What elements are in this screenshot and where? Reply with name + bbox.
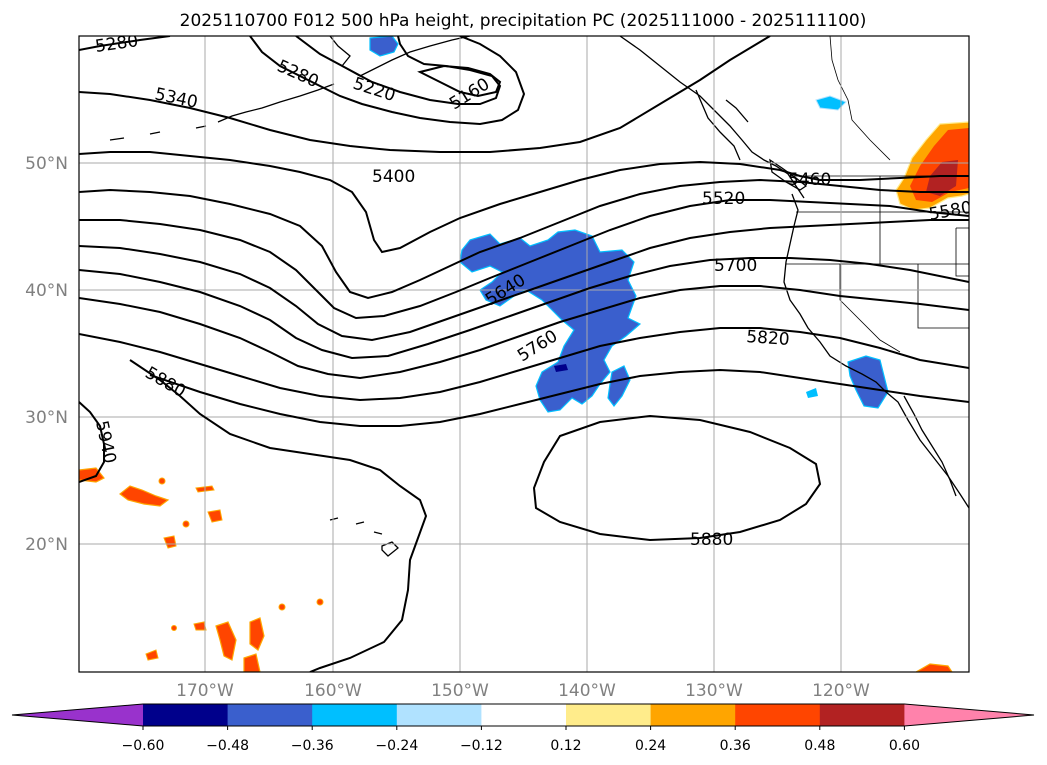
latitude-labels: 50°N 40°N 30°N 20°N: [25, 154, 68, 555]
contour-label: 5700: [714, 256, 757, 276]
colorbar-segment: [481, 704, 567, 726]
colorbar-tick-label: −0.24: [375, 738, 418, 754]
colorbar-tick-label: 0.36: [720, 738, 751, 754]
precip-positive-rockies-max: [926, 160, 958, 196]
precip-positive-blob-8: [193, 621, 207, 631]
contour-5580: [79, 219, 969, 342]
precip-negative-blob-south: [607, 365, 631, 407]
colorbar-segment: [566, 704, 652, 726]
contour-5520: [79, 199, 969, 320]
precipitation-shading: [79, 36, 969, 672]
precip-positive-blob-6: [249, 617, 265, 651]
map-panel: 5280 5280 5220 5160 5340 5400 5460 5520 …: [78, 31, 970, 673]
precip-positive-dot-2: [182, 520, 190, 528]
precip-positive-dot-1: [158, 477, 166, 485]
contour-label: 5820: [746, 327, 791, 350]
colorbar-segment: [312, 704, 398, 726]
colorbar-tick-label: −0.60: [122, 738, 165, 754]
precip-positive-blob-1: [119, 485, 170, 507]
precip-positive-blob-7: [243, 653, 261, 672]
coastline-alaska: [329, 36, 471, 77]
precip-positive-dot-4: [316, 598, 324, 606]
colorbar: −0.60 −0.48 −0.36 −0.24 −0.12 0.12 0.24 0.36 0.4…: [11, 703, 1035, 754]
coastline-vancouver-island: [769, 158, 808, 191]
colorbar-segment: [396, 704, 482, 726]
precip-positive-dot-5: [171, 625, 177, 631]
precip-positive-southeast-edge: [914, 663, 953, 672]
contour-5760: [79, 327, 969, 402]
colorbar-tick-label: 0.60: [889, 738, 920, 754]
contour-label: 5460: [788, 170, 831, 190]
contour-5400: [79, 151, 969, 254]
contour-label: 5280: [94, 31, 140, 57]
contour-5280-west: [79, 36, 171, 51]
precip-positive-dot-3: [278, 603, 286, 611]
colorbar-segment: [735, 704, 821, 726]
contour-5640: [79, 257, 969, 360]
contour-5340: [79, 36, 771, 153]
lon-label-150w: 150°W: [431, 681, 489, 701]
coastline-hawaii: [329, 517, 399, 557]
precip-negative-dark-spot: [554, 364, 568, 372]
map-background: [79, 36, 969, 672]
contour-5280-east: [249, 36, 526, 126]
border-alaska-canada: [829, 36, 891, 161]
precip-positive-blob-5: [215, 621, 237, 661]
precip-positive-blob-4: [163, 535, 177, 549]
lon-label-140w: 140°W: [558, 681, 616, 701]
colorbar-tick-label: −0.48: [206, 738, 249, 754]
contour-5940: [79, 401, 105, 483]
colorbar-segment: [650, 704, 736, 726]
lon-label-170w: 170°W: [176, 681, 234, 701]
contour-label: 5400: [372, 167, 415, 187]
coastline-baja: [903, 395, 957, 497]
precip-negative-bc: [815, 95, 847, 111]
colorbar-tick-label: −0.36: [291, 738, 334, 754]
contour-5220: [295, 36, 502, 105]
lat-label-30n: 30°N: [25, 408, 68, 428]
contour-5820: [149, 368, 969, 427]
colorbar-tick-label: 0.48: [804, 738, 835, 754]
lon-label-120w: 120°W: [812, 681, 870, 701]
colorbar-segment: [143, 704, 229, 726]
precip-negative-california: [847, 355, 889, 409]
contour-5160: [417, 64, 502, 98]
colorbar-segment: [227, 704, 313, 726]
precip-positive-blob-9: [145, 649, 159, 661]
lat-label-20n: 20°N: [25, 535, 68, 555]
precip-negative-blob-central: [459, 229, 642, 413]
colorbar-extend-min: [12, 704, 143, 726]
contour-5880-west: [129, 359, 428, 672]
map-frame: [78, 35, 970, 673]
gridlines: [79, 36, 969, 672]
colorbar-segment: [819, 704, 905, 726]
coastline-aleutians: [109, 83, 335, 141]
colorbar-tick-label: 0.12: [550, 738, 581, 754]
figure-title: 2025110700 F012 500 hPa height, precipit…: [180, 11, 867, 31]
contour-label: 5880: [690, 530, 733, 550]
contour-5880-east: [532, 414, 822, 542]
lat-label-50n: 50°N: [25, 154, 68, 174]
lat-label-40n: 40°N: [25, 281, 68, 301]
coastline-west-us: [783, 193, 969, 509]
precip-negative-alaska: [369, 36, 399, 57]
lon-label-160w: 160°W: [304, 681, 362, 701]
colorbar-tick-label: −0.12: [460, 738, 503, 754]
precip-negative-small-offshore: [806, 388, 818, 398]
lon-label-130w: 130°W: [685, 681, 743, 701]
precip-positive-blob-3: [207, 509, 223, 523]
coastlines: [109, 36, 969, 557]
colorbar-tick-label: 0.24: [635, 738, 666, 754]
contour-5700: [79, 285, 969, 380]
colorbar-extend-max: [904, 704, 1034, 726]
contour-label: 5520: [702, 189, 745, 209]
longitude-labels: 170°W 160°W 150°W 140°W 130°W 120°W: [176, 681, 870, 701]
border-states: [786, 176, 969, 353]
height-contours: [79, 36, 969, 672]
contour-5460: [79, 178, 969, 300]
